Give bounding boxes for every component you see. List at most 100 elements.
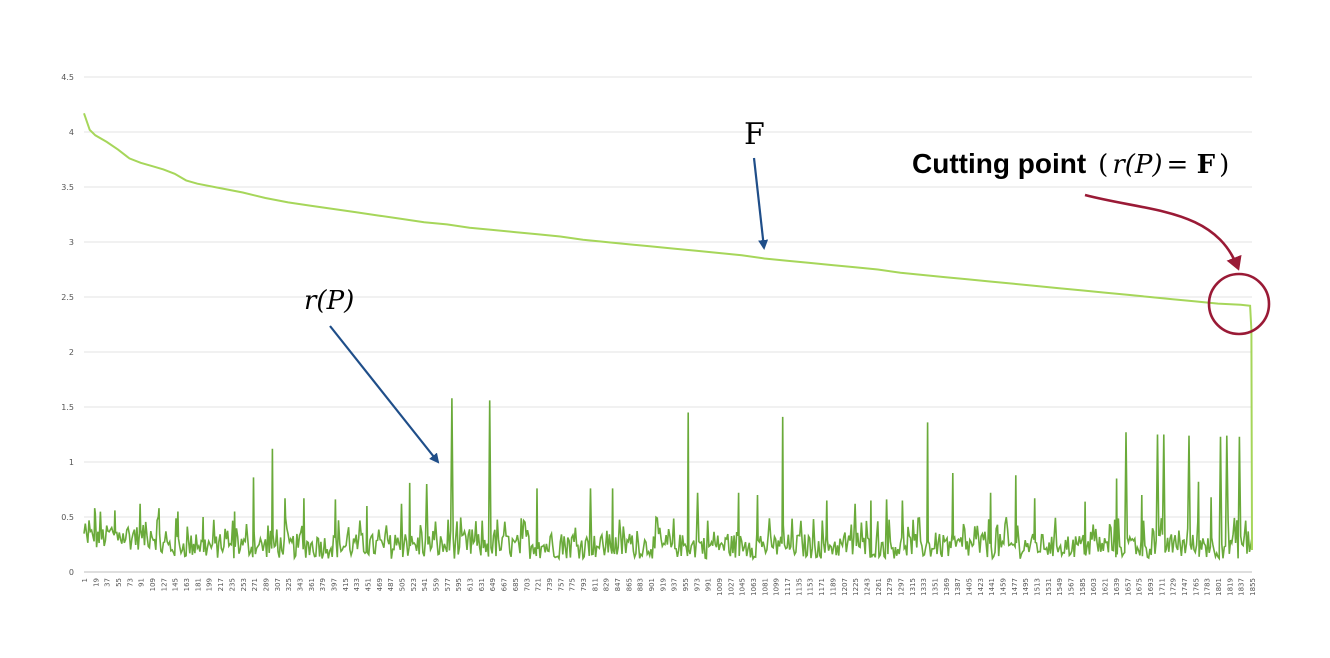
cutting-point-arrow: [1084, 193, 1242, 271]
x-tick-label: 1369: [943, 578, 951, 596]
x-tick-label: 505: [399, 578, 407, 591]
x-tick-label: 1747: [1181, 578, 1189, 596]
x-tick-label: 937: [671, 578, 679, 591]
y-tick-label: 0.5: [61, 513, 74, 522]
x-tick-label: 1783: [1204, 578, 1212, 596]
series-line-f: [83, 112, 1253, 551]
x-tick-label: 1189: [829, 578, 837, 596]
x-tick-label: 199: [206, 578, 214, 591]
x-tick-label: 649: [489, 578, 497, 591]
series-line-r-p: [83, 398, 1253, 562]
x-tick-label: 271: [251, 578, 259, 591]
x-tick-label: 307: [274, 578, 282, 591]
x-tick-label: 1603: [1090, 578, 1098, 596]
cutting-point-label: Cutting point ( r(P) = F ): [912, 148, 1229, 180]
x-tick-label: 235: [228, 578, 236, 591]
x-tick-label: 1045: [739, 578, 747, 596]
rp-arrow: [329, 325, 440, 464]
x-tick-label: 1297: [897, 578, 905, 596]
x-tick-label: 415: [342, 578, 350, 591]
x-tick-label: 1387: [954, 578, 962, 596]
y-tick-label: 3.5: [61, 183, 74, 192]
x-tick-label: 289: [262, 578, 270, 591]
x-tick-label: 55: [115, 578, 123, 587]
y-tick-label: 1.5: [61, 403, 74, 412]
x-tick-label: 1: [81, 578, 89, 582]
x-tick-label: 1441: [988, 578, 996, 596]
x-tick-label: 1405: [966, 578, 974, 596]
x-tick-label: 847: [614, 578, 622, 591]
x-tick-label: 1639: [1113, 578, 1121, 596]
x-tick-label: 559: [433, 578, 441, 591]
x-tick-label: 865: [625, 578, 633, 591]
x-tick-label: 1549: [1056, 578, 1064, 596]
x-tick-label: 361: [308, 578, 316, 591]
y-tick-label: 3: [69, 238, 74, 247]
x-tick-label: 325: [285, 578, 293, 591]
x-tick-label: 919: [659, 578, 667, 591]
y-tick-label: 2.5: [61, 293, 74, 302]
x-tick-label: 1657: [1124, 578, 1132, 596]
x-tick-label: 1621: [1102, 578, 1110, 596]
x-tick-label: 1567: [1068, 578, 1076, 596]
x-tick-label: 973: [693, 578, 701, 591]
x-tick-label: 1531: [1045, 578, 1053, 596]
x-tick-label: 1729: [1170, 578, 1178, 596]
x-tick-label: 487: [387, 578, 395, 591]
x-tick-label: 595: [455, 578, 463, 591]
x-tick-label: 1819: [1226, 578, 1234, 596]
x-tick-label: 1171: [818, 578, 826, 596]
x-tick-label: 1351: [931, 578, 939, 596]
x-tick-label: 127: [160, 578, 168, 591]
x-tick-label: 1279: [886, 578, 894, 596]
cutting-point-circle: [1207, 272, 1271, 336]
x-tick-label: 1315: [909, 578, 917, 596]
x-tick-label: 73: [126, 578, 134, 587]
x-tick-label: 91: [138, 578, 146, 587]
x-tick-label: 451: [364, 578, 372, 591]
x-tick-label: 1585: [1079, 578, 1087, 596]
x-tick-label: 1855: [1249, 578, 1257, 596]
x-tick-label: 37: [104, 578, 112, 587]
x-tick-label: 1459: [1000, 578, 1008, 596]
x-tick-label: 955: [682, 578, 690, 591]
x-tick-label: 109: [149, 578, 157, 591]
x-tick-label: 1225: [852, 578, 860, 596]
x-tick-label: 469: [376, 578, 384, 591]
x-tick-label: 1027: [727, 578, 735, 596]
x-tick-label: 181: [194, 578, 202, 591]
x-tick-label: 901: [648, 578, 656, 591]
y-tick-label: 4: [69, 128, 74, 137]
x-tick-label: 379: [319, 578, 327, 591]
x-tick-label: 1099: [773, 578, 781, 596]
x-tick-label: 1423: [977, 578, 985, 596]
x-tick-label: 163: [183, 578, 191, 591]
x-tick-label: 685: [512, 578, 520, 591]
x-tick-label: 145: [172, 578, 180, 591]
x-tick-label: 739: [546, 578, 554, 591]
x-tick-label: 775: [569, 578, 577, 591]
x-tick-label: 613: [467, 578, 475, 591]
x-tick-label: 523: [410, 578, 418, 591]
x-tick-label: 793: [580, 578, 588, 591]
y-tick-label: 1: [69, 458, 74, 467]
x-tick-label: 1477: [1011, 578, 1019, 596]
x-tick-label: 1153: [807, 578, 815, 596]
x-tick-label: 1117: [784, 578, 792, 596]
x-tick-label: 1495: [1022, 578, 1030, 596]
x-tick-label: 1243: [863, 578, 871, 596]
x-tick-label: 883: [637, 578, 645, 591]
x-tick-label: 1207: [841, 578, 849, 596]
x-tick-label: 829: [603, 578, 611, 591]
x-tick-label: 433: [353, 578, 361, 591]
x-tick-label: 1693: [1147, 578, 1155, 596]
x-tick-label: 991: [705, 578, 713, 591]
y-tick-label: 4.5: [61, 73, 74, 82]
x-tick-label: 1675: [1136, 578, 1144, 596]
x-tick-label: 1333: [920, 578, 928, 596]
x-tick-label: 397: [330, 578, 338, 591]
y-tick-label: 2: [69, 348, 74, 357]
x-tick-label: 1261: [875, 578, 883, 596]
y-tick-label: 0: [69, 568, 74, 577]
